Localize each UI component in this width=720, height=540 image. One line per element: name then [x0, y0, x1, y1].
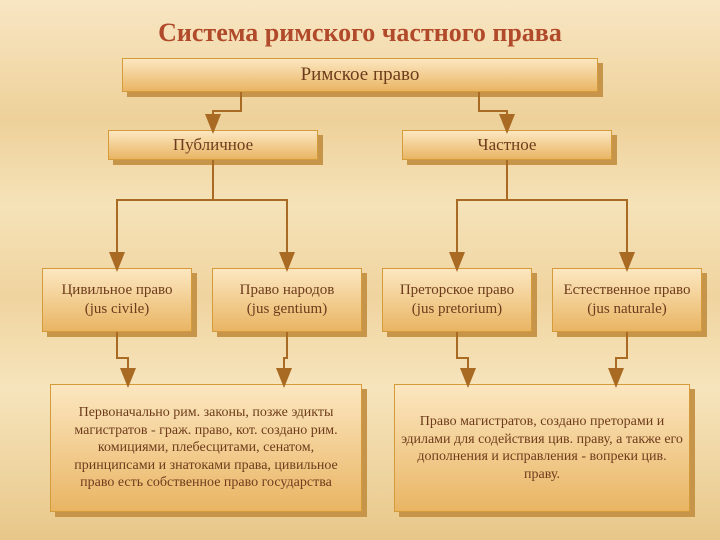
node-right: Частное — [402, 130, 612, 160]
node-l4: Естественное право (jus naturale) — [552, 268, 702, 332]
node-root: Римское право — [122, 58, 598, 92]
connector-right-l4 — [507, 160, 627, 268]
page-title: Система римского частного права — [0, 18, 720, 48]
node-left: Публичное — [108, 130, 318, 160]
node-l1: Цивильное право (jus civile) — [42, 268, 192, 332]
node-l3: Преторское право (jus pretorium) — [382, 268, 532, 332]
connector-l1-descL — [117, 332, 128, 384]
connector-left-l2 — [213, 160, 287, 268]
connector-left-l1 — [117, 160, 213, 268]
node-descR: Право магистратов, создано преторами и э… — [394, 384, 690, 512]
connector-l3-descR — [457, 332, 468, 384]
node-l2: Право народов (jus gentium) — [212, 268, 362, 332]
connector-root-right — [479, 92, 507, 130]
node-descL: Первоначально рим. законы, позже эдикты … — [50, 384, 362, 512]
connector-l2-descL — [284, 332, 287, 384]
connector-root-left — [213, 92, 241, 130]
connector-right-l3 — [457, 160, 507, 268]
connector-l4-descR — [616, 332, 627, 384]
